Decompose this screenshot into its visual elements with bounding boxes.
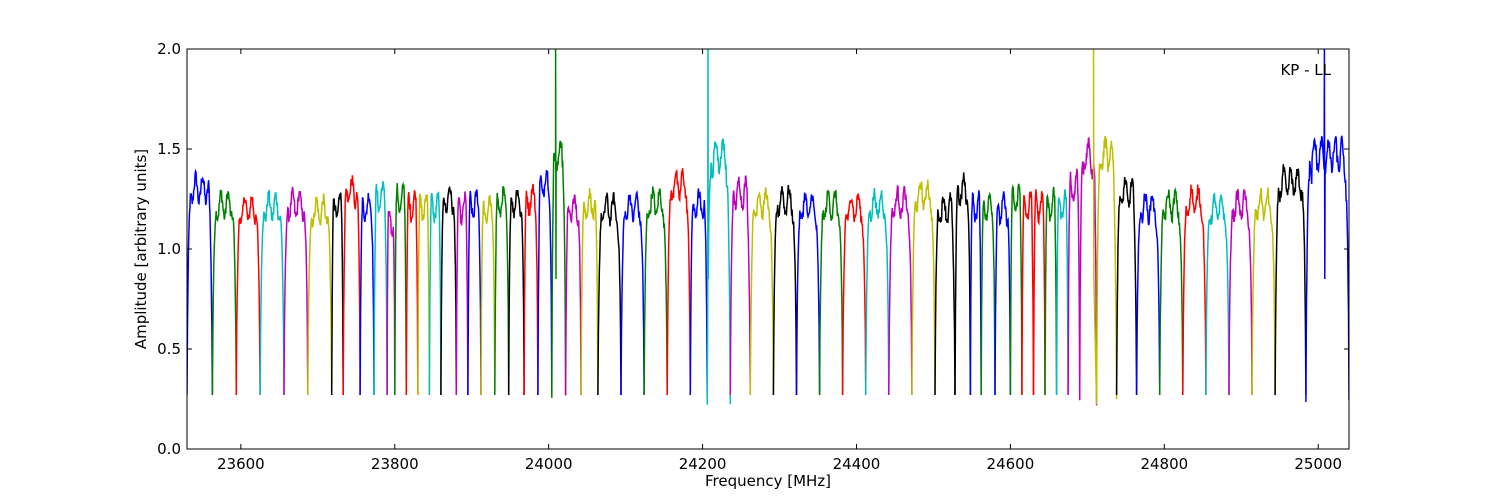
y-tick-label: 0.5 xyxy=(157,340,181,358)
y-tick-label: 0.0 xyxy=(157,440,181,458)
series-layer xyxy=(187,49,1349,406)
x-tick-label: 24600 xyxy=(987,455,1035,473)
channel-series-26 xyxy=(580,188,599,396)
channel-series-41 xyxy=(911,179,936,396)
y-tick-label: 1.0 xyxy=(157,240,181,258)
channel-series-13 xyxy=(405,190,419,396)
channel-series-63 xyxy=(1305,49,1349,403)
y-tick-label: 1.5 xyxy=(157,140,181,158)
channel-series-4 xyxy=(259,189,285,396)
channel-series-30 xyxy=(666,168,692,396)
channel-series-25 xyxy=(564,194,582,396)
channel-series-17 xyxy=(455,191,469,396)
channel-series-27 xyxy=(597,191,622,396)
channel-series-48 xyxy=(1021,191,1035,396)
channel-series-33 xyxy=(729,175,752,396)
channel-series-50 xyxy=(1044,186,1058,396)
channel-series-2 xyxy=(211,189,238,396)
x-tick-label: 24000 xyxy=(525,455,573,473)
channel-series-14 xyxy=(417,193,431,396)
baseline-annotation: KP - LL xyxy=(1280,61,1331,79)
channel-series-9 xyxy=(359,192,375,396)
channel-series-20 xyxy=(494,185,510,396)
channel-series-44 xyxy=(969,190,982,396)
channel-series-12 xyxy=(394,181,408,396)
channel-series-60 xyxy=(1228,188,1253,396)
channel-series-49 xyxy=(1032,189,1046,396)
channel-series-1 xyxy=(187,168,214,396)
channel-series-56 xyxy=(1135,193,1161,396)
channel-series-6 xyxy=(307,193,333,396)
x-tick-label: 23800 xyxy=(371,455,419,473)
channel-series-43 xyxy=(954,172,972,396)
channel-series-18 xyxy=(467,189,482,396)
channel-series-51 xyxy=(1055,189,1069,396)
channel-series-28 xyxy=(620,189,645,396)
channel-series-47 xyxy=(1009,183,1023,396)
channel-series-45 xyxy=(980,191,996,396)
channel-series-23 xyxy=(537,170,553,396)
channel-series-21 xyxy=(507,189,525,396)
channel-series-15 xyxy=(428,191,442,396)
channel-series-19 xyxy=(480,194,496,396)
channel-series-40 xyxy=(888,184,913,396)
x-tick-label: 24800 xyxy=(1140,455,1188,473)
channel-series-42 xyxy=(934,192,956,396)
channel-series-29 xyxy=(643,186,668,396)
channel-series-62 xyxy=(1274,164,1307,396)
x-tick-label: 24200 xyxy=(679,455,727,473)
channel-series-38 xyxy=(841,193,867,396)
channel-series-34 xyxy=(749,187,775,396)
channel-series-37 xyxy=(818,188,844,396)
channel-series-3 xyxy=(235,195,261,396)
x-axis-title: Frequency [MHz] xyxy=(705,472,831,490)
x-axis-ticks: 23600 23800 24000 24200 24400 24600 24800 25000 xyxy=(217,49,1342,473)
channel-series-10 xyxy=(373,181,388,396)
x-tick-label: 24400 xyxy=(833,455,881,473)
channel-series-7 xyxy=(330,192,344,396)
channel-series-22 xyxy=(523,183,539,396)
channel-series-57 xyxy=(1158,186,1184,396)
channel-series-59 xyxy=(1205,192,1230,396)
x-tick-label: 23600 xyxy=(217,455,265,473)
channel-series-52 xyxy=(1067,168,1081,396)
channel-series-58 xyxy=(1182,184,1207,396)
channel-series-36 xyxy=(795,192,821,396)
x-tick-label: 25000 xyxy=(1294,455,1342,473)
y-tick-label: 2.0 xyxy=(157,40,181,58)
channel-series-54 xyxy=(1092,49,1118,405)
y-axis-ticks: 0.0 0.5 1.0 1.5 2.0 xyxy=(157,40,1349,458)
channel-series-8 xyxy=(342,175,361,396)
channel-series-11 xyxy=(386,210,396,396)
channel-series-39 xyxy=(864,188,890,396)
y-axis-title: Amplitude [arbitrary units] xyxy=(132,149,150,349)
channel-series-5 xyxy=(283,186,309,396)
channel-series-32 xyxy=(706,49,732,405)
channel-series-31 xyxy=(689,188,708,396)
channel-series-61 xyxy=(1251,187,1276,396)
channel-series-35 xyxy=(772,184,798,396)
channel-series-24 xyxy=(551,49,567,399)
channel-series-46 xyxy=(994,191,1012,396)
channel-series-16 xyxy=(440,185,458,396)
channel-series-55 xyxy=(1115,177,1138,396)
